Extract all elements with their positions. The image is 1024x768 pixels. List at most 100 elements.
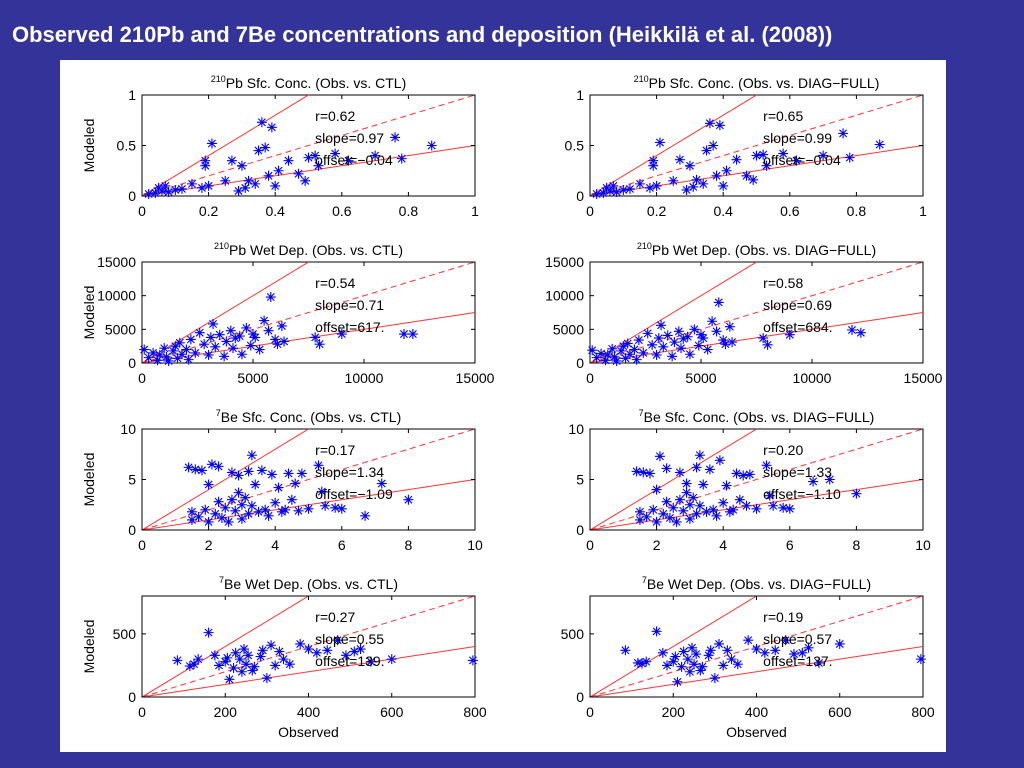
subplot-1: 0 0.2 0.4 0.6 0.8 1 0 0.5 1 210Pb Sfc. Conc. (Obs… [565, 74, 928, 219]
data-point [648, 160, 659, 171]
data-points [139, 292, 418, 366]
data-point [240, 182, 251, 193]
data-point [846, 325, 857, 336]
data-point [698, 178, 709, 189]
subplot-4: 0 2 4 6 8 10 0 5 10 7Be Sfc. Conc. (Obs. vs. CTL)… [81, 408, 483, 553]
subplot-title: 7Be Sfc. Conc. (Obs. vs. DIAG−FULL) [639, 408, 875, 425]
data-point [731, 154, 742, 165]
title-text: Be Wet Dep. (Obs. vs. CTL) [224, 576, 398, 592]
data-point [744, 469, 755, 480]
y-tick-label: 0 [128, 355, 136, 371]
data-point [220, 502, 231, 513]
data-point [682, 654, 693, 665]
data-point [250, 332, 261, 343]
title-superscript: 210 [634, 74, 649, 84]
x-tick-label: 0 [138, 537, 146, 553]
data-point [214, 329, 225, 340]
data-point [220, 175, 231, 186]
data-point [280, 504, 291, 515]
data-point [193, 511, 204, 522]
data-point [243, 466, 254, 477]
x-tick-label: 0.6 [780, 203, 800, 219]
data-point [152, 355, 163, 366]
data-point [693, 340, 704, 351]
data-point [168, 345, 179, 356]
stats-label: offset=−0.04 [315, 152, 393, 168]
data-point [176, 183, 187, 194]
x-tick-label: 0.8 [399, 203, 419, 219]
data-point [648, 155, 659, 166]
title-text: Pb Sfc. Conc. (Obs. vs. DIAG−FULL) [649, 75, 880, 91]
data-point [688, 492, 699, 503]
data-point [270, 180, 281, 191]
data-point [365, 656, 376, 667]
data-point [286, 494, 297, 505]
data-point [631, 466, 642, 477]
data-point [249, 661, 260, 672]
data-point [824, 474, 835, 485]
data-point [233, 185, 244, 196]
data-point [718, 660, 729, 671]
y-axis-label: Modeled [81, 620, 97, 674]
data-point [761, 460, 772, 471]
data-point [611, 355, 622, 366]
data-point [203, 479, 214, 490]
y-axis-label: Modeled [81, 453, 97, 507]
data-point [721, 165, 732, 176]
title-superscript: 210 [214, 241, 229, 251]
data-point [253, 145, 264, 156]
data-point [670, 651, 681, 662]
stats-label: slope=0.57 [763, 631, 832, 647]
data-point [236, 160, 247, 171]
data-point [638, 467, 649, 478]
stats-label: offset=617. [315, 319, 384, 335]
title-text: Be Wet Dep. (Obs. vs. DIAG−FULL) [647, 576, 871, 592]
x-tick-label: 8 [853, 537, 861, 553]
data-point [193, 654, 204, 665]
data-point [791, 155, 802, 166]
data-point [709, 673, 720, 684]
title-superscript: 7 [219, 575, 224, 585]
data-point [243, 175, 254, 186]
data-point [694, 500, 705, 511]
data-point [691, 508, 702, 519]
data-point [634, 506, 645, 517]
stats-label: slope=1.33 [763, 464, 832, 480]
data-point [668, 656, 679, 667]
data-point [682, 331, 693, 342]
data-point [257, 645, 268, 656]
y-tick-label: 15000 [545, 254, 584, 270]
stats-label: slope=0.69 [763, 297, 832, 313]
data-point [295, 638, 306, 649]
data-point [190, 464, 201, 475]
data-point [390, 132, 401, 143]
data-point [844, 152, 855, 163]
data-point [181, 344, 192, 355]
data-point [591, 188, 602, 199]
data-point [651, 180, 662, 191]
data-point [273, 482, 284, 493]
data-point [216, 512, 227, 523]
data-point [186, 506, 197, 517]
x-tick-label: 200 [662, 704, 686, 720]
data-point [200, 155, 211, 166]
data-point [234, 654, 245, 665]
data-point [674, 467, 685, 478]
data-point [243, 650, 254, 661]
stats-label: slope=0.71 [315, 297, 384, 313]
stats-label: r=0.19 [763, 609, 803, 625]
data-point [376, 478, 387, 489]
data-point [283, 468, 294, 479]
data-point [707, 316, 718, 327]
x-tick-label: 10 [915, 537, 931, 553]
data-point [228, 662, 239, 673]
stats-label: r=0.20 [763, 442, 803, 458]
data-point [200, 504, 211, 515]
title-text: Pb Sfc. Conc. (Obs. vs. CTL) [226, 75, 407, 91]
data-point [270, 334, 281, 345]
x-tick-label: 0 [138, 370, 146, 386]
data-point [788, 649, 799, 660]
data-point [332, 635, 343, 646]
data-point [651, 626, 662, 637]
data-point [711, 170, 722, 181]
